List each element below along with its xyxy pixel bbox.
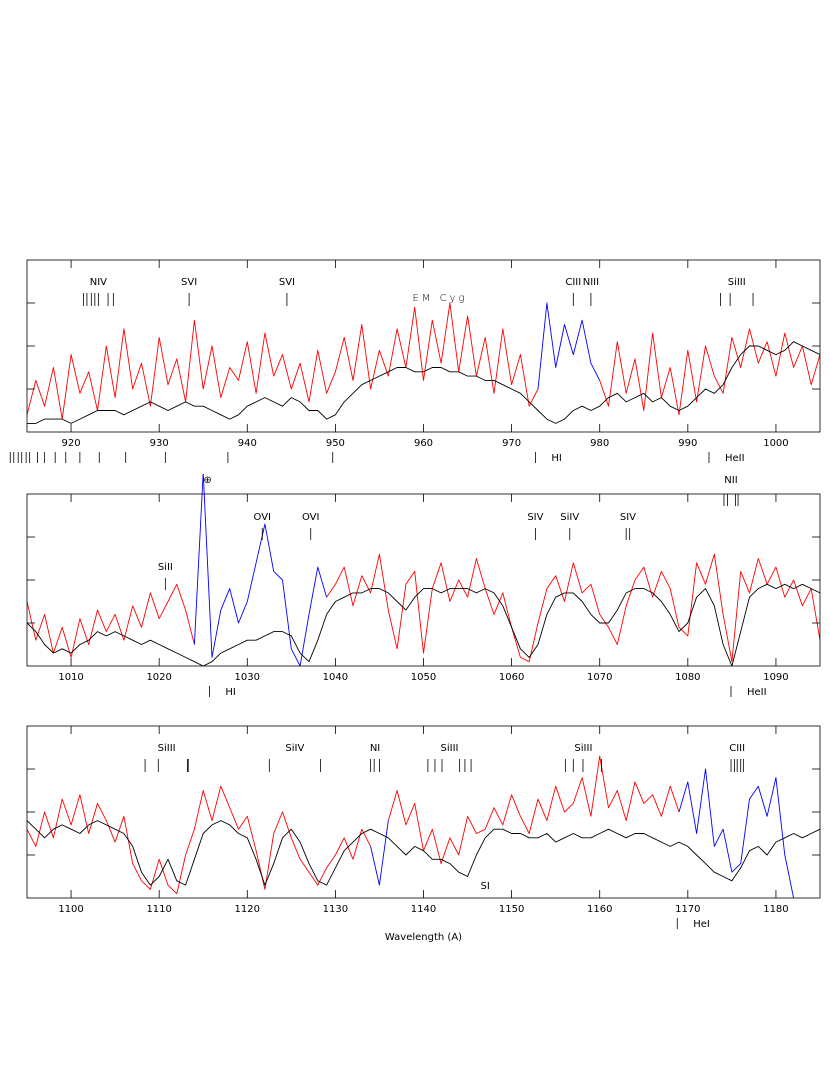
- line-id-label: SIV: [620, 512, 636, 523]
- line-id-label: SiII: [158, 562, 173, 573]
- lower-id-label: HeII: [725, 453, 745, 464]
- plot-area: [27, 474, 820, 666]
- x-tick-label: 1180: [763, 904, 788, 915]
- plot-area: [27, 755, 820, 898]
- spectrum-line: [27, 820, 820, 886]
- x-tick-label: 960: [414, 438, 433, 449]
- lower-id-label: HI: [225, 687, 235, 698]
- line-id-label: SVI: [181, 277, 197, 288]
- line-id-label: SiIII: [728, 277, 746, 288]
- line-id-label: SiIV: [285, 743, 304, 754]
- x-tick-label: 1080: [675, 672, 700, 683]
- line-id-label: SiIII: [441, 743, 459, 754]
- x-tick-label: 980: [590, 438, 609, 449]
- line-id-label: SiIII: [574, 743, 592, 754]
- x-tick-label: 1130: [323, 904, 348, 915]
- spectrum-line: [27, 755, 680, 895]
- spectrum-line: [27, 302, 820, 420]
- line-id-label: OVI: [302, 512, 320, 523]
- line-id-label: NII: [724, 475, 737, 486]
- plot-frame: [26, 259, 821, 433]
- x-tick-label: 950: [326, 438, 345, 449]
- plot-area: [27, 302, 820, 424]
- line-id-label: NI: [370, 743, 380, 754]
- x-tick-label: 1110: [146, 904, 171, 915]
- x-tick-label: 1100: [58, 904, 83, 915]
- x-tick-label: 1010: [58, 672, 83, 683]
- x-tick-label: 1150: [499, 904, 524, 915]
- x-tick-label: 1040: [323, 672, 348, 683]
- line-id-label: SiIII: [158, 743, 176, 754]
- spectrum-line: [370, 768, 795, 898]
- line-id-label: SI: [481, 881, 490, 892]
- x-tick-label: 1070: [587, 672, 612, 683]
- x-tick-label: 940: [238, 438, 257, 449]
- line-id-label: CIII: [729, 743, 745, 754]
- spectrum-line: [27, 553, 820, 663]
- x-tick-label: 1120: [235, 904, 260, 915]
- x-tick-label: 1000: [763, 438, 788, 449]
- x-tick-label: 1090: [763, 672, 788, 683]
- line-id-label: SiIV: [560, 512, 579, 523]
- x-tick-label: 1140: [411, 904, 436, 915]
- lower-id-label: HeII: [747, 687, 767, 698]
- line-id-label: NIII: [583, 277, 599, 288]
- line-id-label: SVI: [279, 277, 295, 288]
- plot-frame: [26, 725, 821, 899]
- x-tick-label: 1060: [499, 672, 524, 683]
- spectrum-line: [27, 583, 820, 666]
- chart-title: EM Cyg: [412, 293, 467, 304]
- line-id-label: ⊕: [203, 475, 211, 486]
- x-tick-label: 1050: [411, 672, 436, 683]
- x-tick-label: 1030: [235, 672, 260, 683]
- x-tick-label: 1170: [675, 904, 700, 915]
- x-tick-label: 1160: [587, 904, 612, 915]
- spectrum-line: [27, 341, 820, 424]
- x-tick-label: 920: [62, 438, 81, 449]
- x-tick-label: 990: [678, 438, 697, 449]
- lower-id-label: HI: [551, 453, 561, 464]
- spectrum-line: [193, 474, 328, 666]
- lower-id-label: HeI: [693, 919, 710, 930]
- line-id-label: NIV: [90, 277, 107, 288]
- line-id-label: SIV: [527, 512, 543, 523]
- plot-frame: [26, 493, 821, 667]
- x-tick-label: 930: [150, 438, 169, 449]
- line-id-label: OVI: [254, 512, 272, 523]
- x-tick-label: 970: [502, 438, 521, 449]
- line-id-label: CIII: [565, 277, 581, 288]
- spectrum-line: [537, 302, 601, 390]
- x-tick-label: 1020: [146, 672, 171, 683]
- x-axis-label: Wavelength (A): [385, 932, 462, 943]
